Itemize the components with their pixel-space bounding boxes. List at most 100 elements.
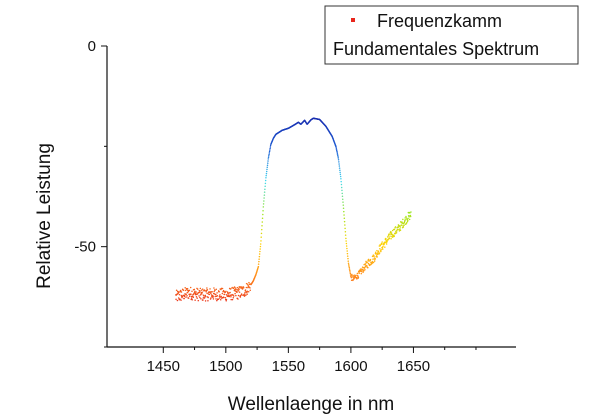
data-point — [348, 265, 350, 267]
data-point — [336, 153, 339, 155]
data-point — [269, 144, 272, 147]
data-point — [231, 298, 234, 301]
data-point — [372, 258, 374, 260]
data-point — [349, 269, 351, 272]
data-point — [245, 294, 247, 296]
data-point — [247, 286, 249, 289]
data-point — [373, 260, 376, 262]
data-point — [347, 257, 349, 260]
data-point — [376, 249, 378, 252]
data-point — [343, 210, 345, 213]
data-point — [362, 268, 364, 271]
data-point — [387, 235, 390, 237]
data-point — [337, 155, 339, 158]
data-point — [393, 235, 395, 238]
data-point — [343, 220, 346, 223]
data-point — [359, 268, 362, 270]
data-point — [196, 297, 198, 299]
data-point — [198, 295, 200, 297]
data-point — [199, 287, 202, 290]
data-point — [337, 157, 340, 159]
data-point — [399, 229, 402, 232]
data-point — [184, 286, 186, 289]
data-point — [347, 262, 350, 264]
data-point — [182, 294, 185, 297]
data-point — [399, 228, 401, 230]
data-point — [339, 171, 341, 174]
data-point — [235, 288, 237, 291]
data-point — [259, 250, 261, 253]
data-point — [219, 298, 222, 301]
data-point — [262, 213, 264, 216]
data-point — [404, 219, 407, 221]
data-point — [187, 297, 190, 299]
data-point — [389, 235, 391, 237]
data-point — [244, 289, 247, 291]
data-point — [338, 161, 340, 163]
data-point — [258, 258, 260, 260]
data-point — [207, 296, 209, 299]
data-point — [258, 253, 261, 255]
data-point — [385, 243, 388, 245]
data-point — [215, 288, 218, 290]
data-point — [216, 292, 218, 294]
data-point — [384, 239, 387, 241]
data-point — [201, 288, 204, 290]
data-point — [218, 291, 220, 293]
data-point — [363, 263, 365, 266]
data-point — [217, 298, 220, 300]
data-point — [380, 250, 382, 253]
data-point — [265, 174, 267, 177]
data-point — [410, 211, 412, 213]
data-point — [228, 294, 230, 296]
data-point — [401, 222, 404, 224]
data-point — [349, 272, 352, 275]
data-point — [407, 217, 409, 220]
data-point — [206, 289, 209, 291]
y-tick-label: -50 — [74, 239, 96, 256]
data-point — [263, 200, 265, 202]
data-point — [385, 237, 387, 240]
data-point — [390, 232, 393, 234]
data-point — [225, 300, 227, 302]
data-point — [379, 248, 381, 250]
data-point — [364, 263, 366, 265]
data-point — [364, 268, 366, 271]
data-point — [261, 225, 263, 227]
data-point — [346, 250, 348, 252]
data-point — [381, 241, 383, 243]
data-point — [216, 294, 219, 297]
data-point — [249, 287, 251, 289]
data-point — [202, 294, 205, 297]
data-point — [345, 242, 348, 245]
data-point — [257, 263, 260, 265]
data-point — [247, 291, 250, 293]
data-point — [381, 246, 384, 249]
data-point — [194, 290, 196, 293]
data-point — [237, 298, 239, 300]
data-point — [345, 237, 347, 240]
data-point — [406, 222, 408, 224]
data-point — [192, 296, 195, 298]
data-point — [244, 293, 246, 295]
data-point — [404, 217, 406, 219]
data-point — [395, 231, 398, 234]
data-point — [351, 273, 353, 276]
data-point — [346, 247, 348, 250]
data-point — [204, 289, 206, 292]
data-point — [262, 206, 265, 208]
data-point — [241, 288, 244, 290]
data-point — [341, 198, 344, 200]
data-point — [185, 293, 187, 296]
data-point — [357, 276, 360, 279]
data-point — [366, 261, 369, 263]
legend: Frequenzkamm Fundamentales Spektrum — [324, 5, 579, 65]
data-point — [367, 258, 370, 261]
data-point — [268, 152, 271, 154]
data-point — [248, 281, 250, 284]
data-point — [202, 299, 204, 301]
data-point — [384, 246, 386, 248]
data-point — [221, 287, 224, 290]
data-point — [195, 291, 197, 293]
